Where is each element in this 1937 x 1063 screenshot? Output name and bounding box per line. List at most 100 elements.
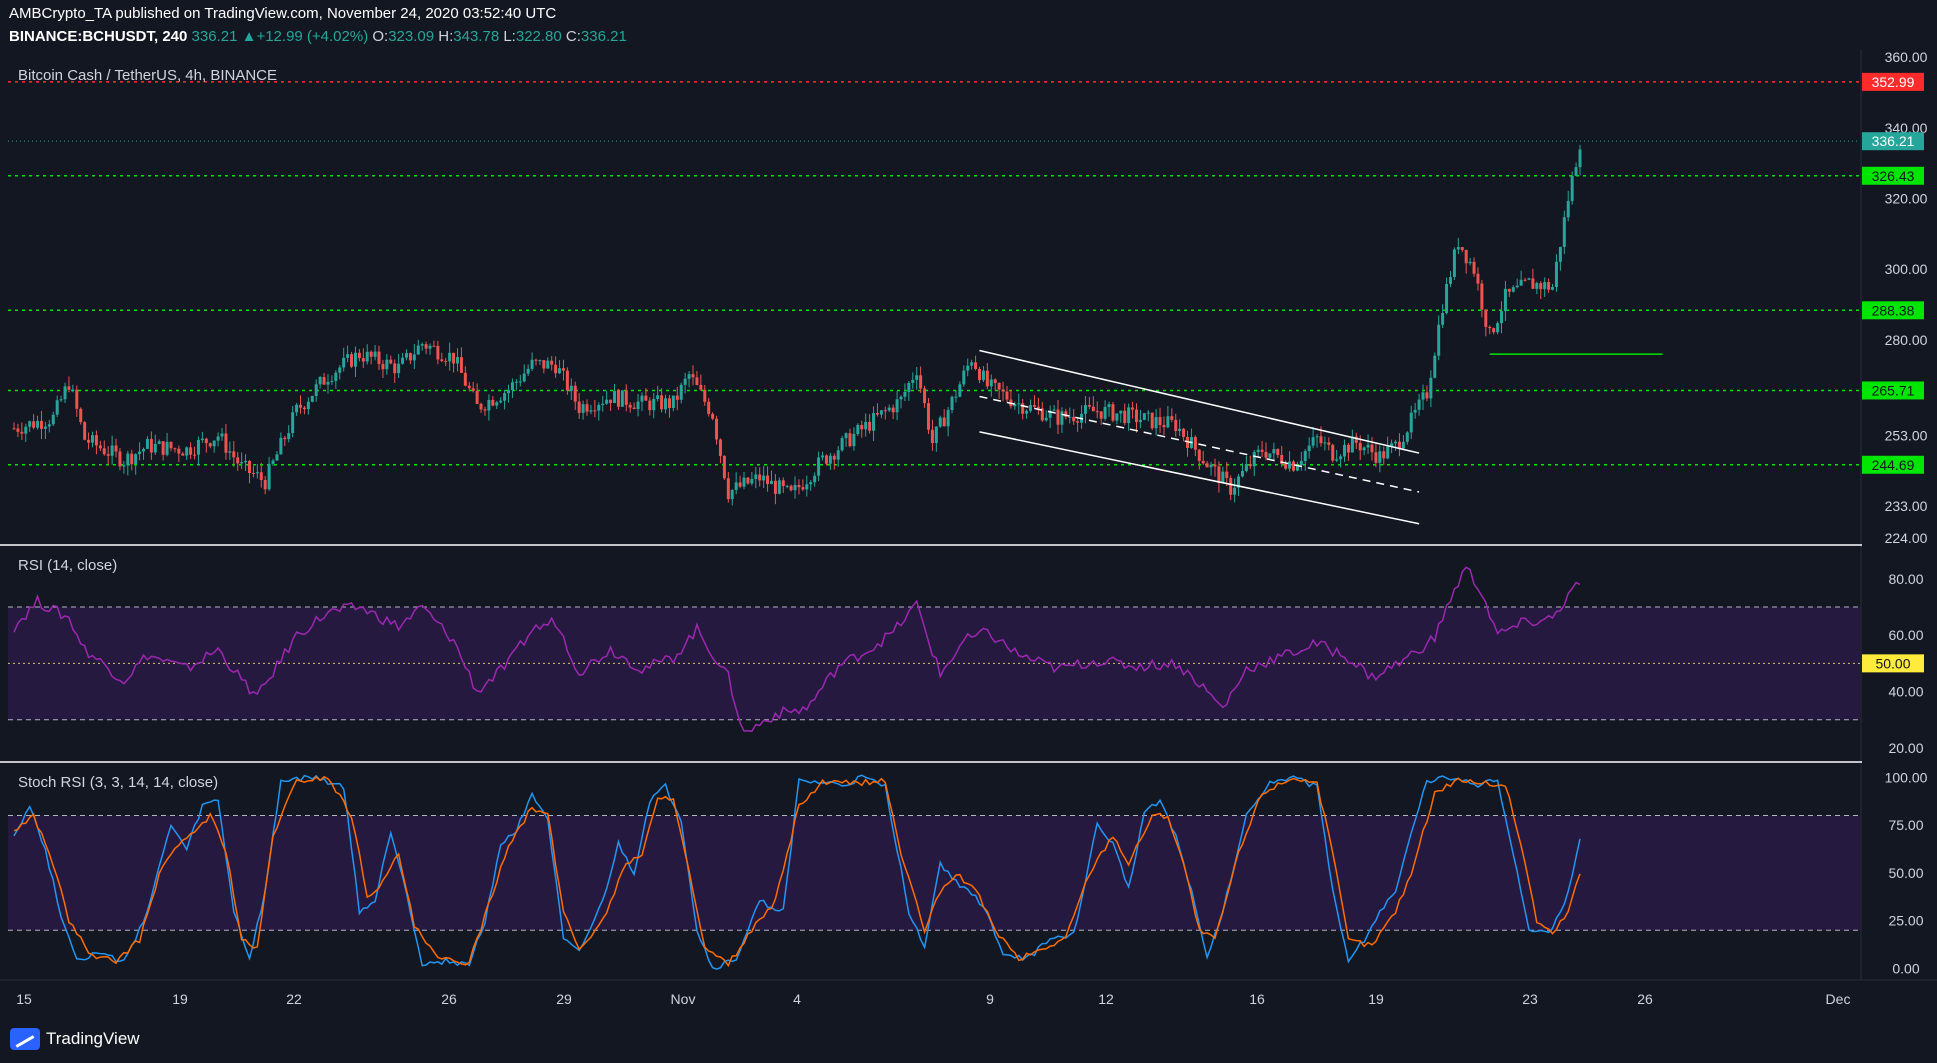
candle-down <box>32 421 36 428</box>
candle-down <box>169 441 173 449</box>
candle-up <box>1543 282 1547 290</box>
candle-down <box>593 410 597 412</box>
symbol-name[interactable]: BINANCE:BCHUSDT, 240 <box>9 28 188 45</box>
candle-down <box>452 352 456 364</box>
candle-up <box>212 440 216 447</box>
candle-up <box>1209 464 1213 468</box>
candle-up <box>334 372 338 381</box>
candle-up <box>852 433 856 447</box>
tradingview-brand: TradingView <box>46 1029 140 1048</box>
candle-down <box>1213 464 1217 467</box>
candle-down <box>1021 403 1025 414</box>
candle-up <box>1405 432 1409 442</box>
candle-up <box>1413 409 1417 413</box>
candle-up <box>240 462 244 464</box>
candle-up <box>1013 404 1017 407</box>
candle-up <box>1083 405 1087 414</box>
candle-down <box>102 448 106 455</box>
candle-up <box>216 436 220 441</box>
candle-up <box>1503 288 1507 312</box>
price-tag-support <box>1862 455 1924 474</box>
x-tick-label: 12 <box>1098 991 1114 1007</box>
candle-up <box>306 401 310 410</box>
stoch-pane-title: Stoch RSI (3, 3, 14, 14, close) <box>18 774 219 791</box>
candle-down <box>114 445 118 452</box>
candle-up <box>664 398 668 410</box>
candle-down <box>1425 392 1429 399</box>
candle-up <box>640 395 644 402</box>
candle-up <box>652 399 656 411</box>
candle-up <box>1221 471 1225 484</box>
candle-up <box>989 379 993 387</box>
candle-down <box>393 363 397 374</box>
candle-up <box>518 381 522 383</box>
y-tick-label: 224.00 <box>1885 530 1928 546</box>
candle-down <box>1040 408 1044 421</box>
candle-down <box>467 385 471 389</box>
candle-down <box>1370 444 1374 453</box>
candle-down <box>189 447 193 455</box>
candle-down <box>1005 391 1009 400</box>
candle-down <box>39 420 43 429</box>
candle-down <box>1397 441 1401 449</box>
candle-up <box>1060 411 1064 425</box>
candle-down <box>707 401 711 414</box>
candle-up <box>342 357 346 368</box>
tradingview-logo[interactable]: TradingView <box>10 1026 140 1052</box>
high-label: H: <box>438 28 454 45</box>
candle-down <box>369 351 373 357</box>
pane-0-ticks: 360.00 340.00 320.00 300.00 280.00 253.00 233.… <box>1885 49 1928 546</box>
candle-up <box>1029 405 1033 411</box>
candle-up <box>330 380 334 382</box>
candle-up <box>1456 247 1460 250</box>
x-tick-label: 16 <box>1249 991 1265 1007</box>
candle-down <box>1150 412 1154 429</box>
candle-up <box>934 426 938 443</box>
candle-down <box>491 399 495 406</box>
candle-down <box>923 388 927 404</box>
candle-up <box>1335 459 1339 461</box>
candle-up <box>1437 324 1441 356</box>
x-tick-label: 26 <box>1637 991 1653 1007</box>
candle-down <box>1539 283 1543 290</box>
candle-down <box>204 438 208 444</box>
candle-down <box>1076 421 1080 423</box>
candle-up <box>1142 413 1146 420</box>
candle-down <box>1280 455 1284 465</box>
candle-up <box>907 382 911 392</box>
candle-up <box>1240 470 1244 477</box>
pane-2-ticks: 100.00 75.00 50.00 25.00 0.00 <box>1885 769 1928 976</box>
candle-up <box>326 381 330 385</box>
candle-down <box>161 441 165 455</box>
y-tick-label: 50.00 <box>1888 865 1923 881</box>
candle-up <box>1511 287 1515 292</box>
candle-up <box>1496 323 1500 333</box>
candle-up <box>365 351 369 362</box>
candle-down <box>381 364 385 370</box>
candle-up <box>809 482 813 485</box>
candle-up <box>122 465 126 467</box>
candle-up <box>872 413 876 431</box>
candle-up <box>1350 436 1354 453</box>
candle-up <box>287 433 291 440</box>
candle-up <box>142 448 146 452</box>
candle-down <box>177 448 181 454</box>
trendline-channel-lower <box>979 431 1420 525</box>
candle-down <box>357 352 361 359</box>
candle-up <box>165 441 169 455</box>
candle-down <box>675 395 679 400</box>
candle-up <box>911 379 915 383</box>
candle-up <box>71 389 75 391</box>
candle-down <box>891 407 895 413</box>
candle-up <box>569 385 573 391</box>
candle-down <box>1327 442 1331 445</box>
y-tick-label: 280.00 <box>1885 332 1928 348</box>
candle-up <box>510 382 514 391</box>
candle-down <box>781 480 785 487</box>
candle-up <box>970 362 974 366</box>
candle-down <box>789 485 793 491</box>
candle-down <box>259 472 263 480</box>
candle-down <box>691 374 695 378</box>
candle-up <box>196 440 200 455</box>
